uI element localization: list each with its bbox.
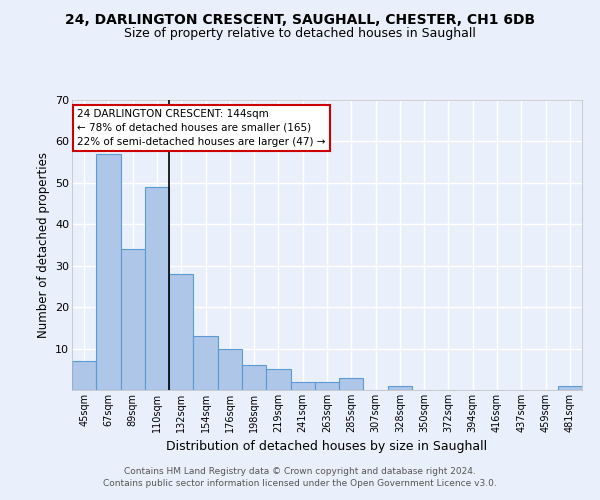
Bar <box>145 187 169 390</box>
Bar <box>72 361 96 390</box>
Bar <box>266 370 290 390</box>
Bar <box>121 249 145 390</box>
Y-axis label: Number of detached properties: Number of detached properties <box>37 152 50 338</box>
X-axis label: Distribution of detached houses by size in Saughall: Distribution of detached houses by size … <box>166 440 488 454</box>
Text: 24, DARLINGTON CRESCENT, SAUGHALL, CHESTER, CH1 6DB: 24, DARLINGTON CRESCENT, SAUGHALL, CHEST… <box>65 12 535 26</box>
Bar <box>169 274 193 390</box>
Bar <box>242 365 266 390</box>
Bar <box>96 154 121 390</box>
Bar <box>290 382 315 390</box>
Bar <box>388 386 412 390</box>
Bar <box>193 336 218 390</box>
Text: Size of property relative to detached houses in Saughall: Size of property relative to detached ho… <box>124 28 476 40</box>
Text: 24 DARLINGTON CRESCENT: 144sqm
← 78% of detached houses are smaller (165)
22% of: 24 DARLINGTON CRESCENT: 144sqm ← 78% of … <box>77 108 326 146</box>
Text: Contains HM Land Registry data © Crown copyright and database right 2024.
Contai: Contains HM Land Registry data © Crown c… <box>103 466 497 487</box>
Bar <box>315 382 339 390</box>
Bar <box>558 386 582 390</box>
Bar <box>218 348 242 390</box>
Bar <box>339 378 364 390</box>
